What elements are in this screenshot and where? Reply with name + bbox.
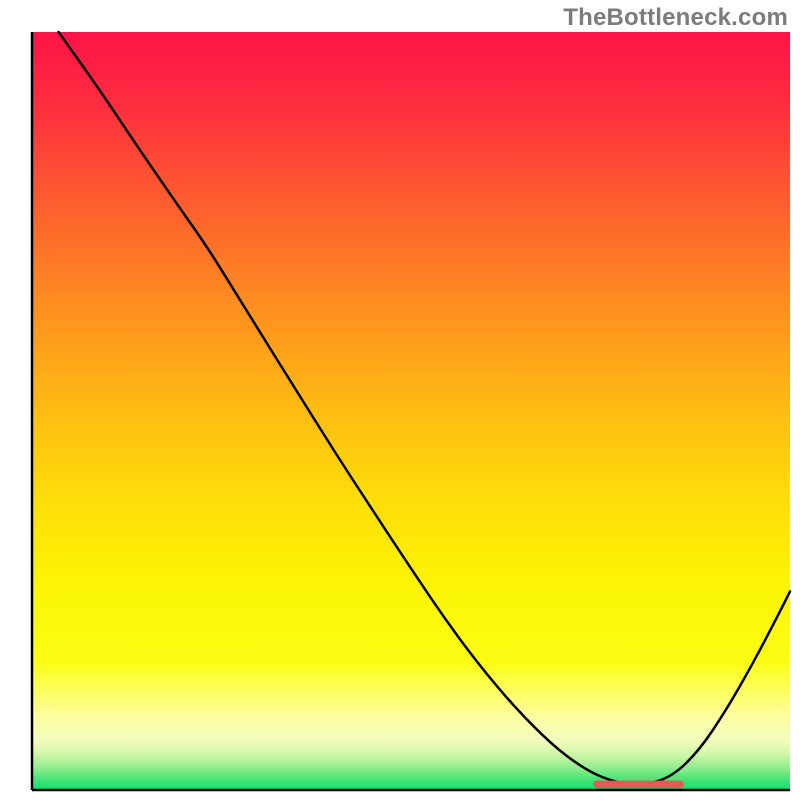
bottleneck-chart: TheBottleneck.com	[0, 0, 800, 800]
gradient-background	[32, 32, 790, 790]
watermark-text: TheBottleneck.com	[563, 4, 788, 32]
plot-svg	[0, 0, 800, 800]
